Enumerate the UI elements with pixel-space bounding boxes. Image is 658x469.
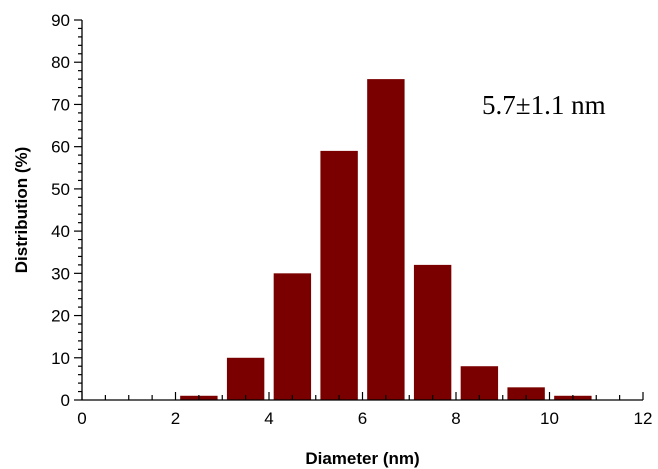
x-tick-label: 4	[264, 409, 273, 428]
y-tick-label: 20	[51, 307, 70, 326]
y-tick-label: 80	[51, 53, 70, 72]
histogram-bar	[413, 264, 452, 400]
y-tick-label: 40	[51, 222, 70, 241]
histogram-bar	[367, 79, 405, 400]
histogram-bar	[507, 387, 545, 400]
axes-group	[81, 20, 643, 401]
x-tick-label: 8	[451, 409, 460, 428]
y-tick-label: 70	[51, 95, 70, 114]
x-tick-label: 2	[171, 409, 180, 428]
y-tick-label: 10	[51, 349, 70, 368]
x-tick-label: 12	[634, 409, 653, 428]
bars-group	[180, 79, 592, 400]
histogram-bar	[320, 150, 358, 400]
x-axis-title: Diameter (nm)	[305, 449, 419, 468]
y-axis-title: Distribution (%)	[12, 147, 31, 274]
x-tick-label: 6	[358, 409, 367, 428]
y-tick-label: 90	[51, 11, 70, 30]
x-tick-label: 10	[540, 409, 559, 428]
y-tick-label: 60	[51, 138, 70, 157]
histogram-bar	[273, 273, 312, 400]
x-tick-label: 0	[77, 409, 86, 428]
y-tick-label: 50	[51, 180, 70, 199]
x-ticks-group: 0 2 4 6 8 10 12	[77, 392, 652, 428]
y-tick-label: 0	[61, 391, 70, 410]
histogram-bar	[460, 366, 499, 400]
y-tick-label: 30	[51, 264, 70, 283]
y-ticks-group: 0 10 20 30 40 50 60 70 80 90	[51, 11, 82, 410]
mean-size-annotation: 5.7±1.1 nm	[482, 90, 606, 120]
histogram-bar	[226, 357, 265, 400]
